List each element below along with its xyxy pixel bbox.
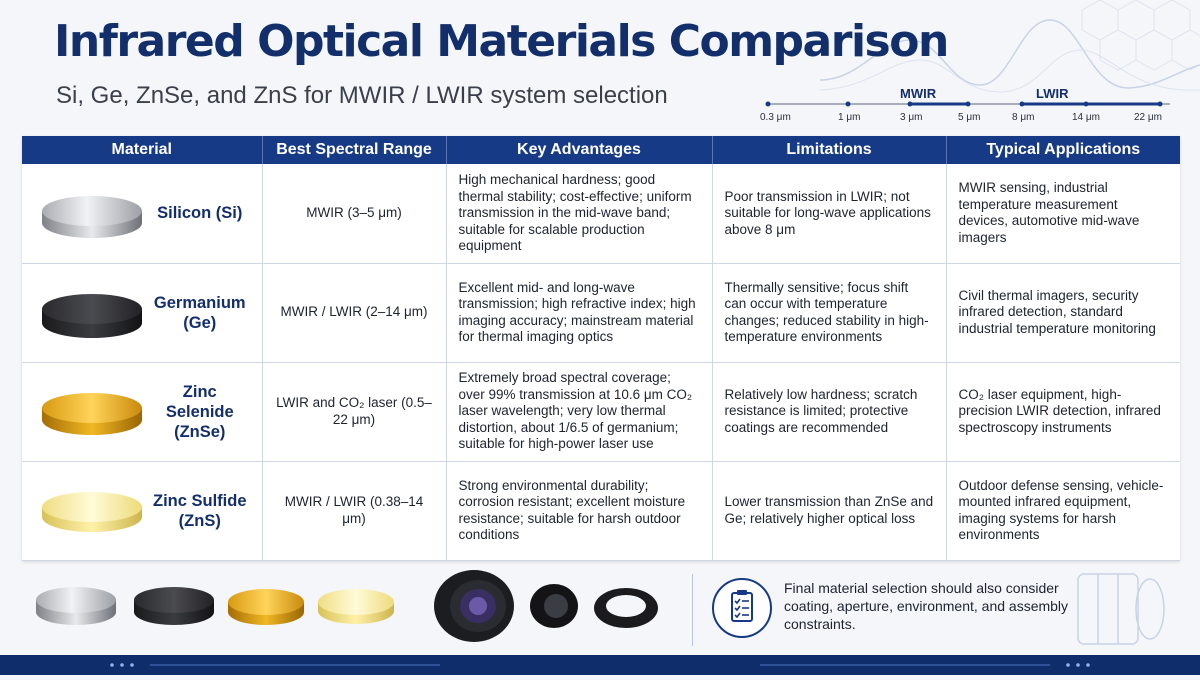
limitations: Thermally sensitive; focus shift can occ… [712, 263, 947, 363]
header-spectral-range: Best Spectral Range [262, 136, 447, 164]
comparison-table: Material Best Spectral Range Key Advanta… [22, 136, 1180, 561]
germanium-disk-image [42, 293, 142, 338]
zinc-selenide-disk-image [42, 392, 142, 435]
spectral-range: MWIR / LWIR (0.38–14 μm) [262, 461, 447, 561]
page-subtitle: Si, Ge, ZnSe, and ZnS for MWIR / LWIR sy… [56, 82, 668, 109]
key-advantages: High mechanical hardness; good thermal s… [446, 164, 713, 264]
typical-applications: Civil thermal imagers, security infrared… [946, 263, 1180, 363]
table-row: Zinc Selenide (ZnSe) LWIR and CO₂ laser … [22, 362, 1180, 462]
tick-label: 1 μm [838, 112, 861, 123]
limitations: Lower transmission than ZnSe and Ge; rel… [712, 461, 947, 561]
typical-applications: MWIR sensing, industrial temperature mea… [946, 164, 1180, 264]
clipboard-checklist-icon [712, 578, 772, 638]
typical-applications: CO₂ laser equipment, high-precision LWIR… [946, 362, 1180, 462]
footer-bar [0, 655, 1200, 675]
spectrum-scale [765, 101, 1170, 107]
tick-label: 22 μm [1134, 112, 1162, 123]
zinc-sulfide-disk-image [42, 491, 142, 532]
typical-applications: Outdoor defense sensing, vehicle-mounted… [946, 461, 1180, 561]
material-name: Zinc Selenide (ZnSe) [165, 382, 234, 441]
band-label-mwir: MWIR [900, 86, 937, 101]
tick-label: 5 μm [958, 112, 981, 123]
table-row: Silicon (Si) MWIR (3–5 μm) High mechanic… [22, 164, 1180, 264]
material-name: Germanium (Ge) [153, 293, 246, 332]
selection-note: Final material selection should also con… [784, 580, 1069, 632]
key-advantages: Strong environmental durability; corrosi… [446, 461, 713, 561]
header-key-advantages: Key Advantages [446, 136, 713, 164]
tick-label: 8 μm [1012, 112, 1035, 123]
wave-background-graphic [819, 0, 1200, 93]
table-row: Germanium (Ge) MWIR / LWIR (2–14 μm) Exc… [22, 263, 1180, 363]
page-title: Infrared Optical Materials Comparison [54, 16, 949, 67]
silicon-disk-image [42, 196, 142, 239]
material-name: Zinc Sulfide (ZnS) [152, 491, 247, 530]
spectral-range: MWIR (3–5 μm) [262, 164, 447, 264]
key-advantages: Extremely broad spectral coverage; over … [446, 362, 713, 462]
header-material: Material [22, 136, 263, 164]
key-advantages: Excellent mid- and long-wave transmissio… [446, 263, 713, 363]
spectral-range: MWIR / LWIR (2–14 μm) [262, 263, 447, 363]
product-lineup-image [36, 570, 1165, 645]
header-limitations: Limitations [712, 136, 947, 164]
limitations: Poor transmission in LWIR; not suitable … [712, 164, 947, 264]
material-name: Silicon (Si) [157, 204, 243, 223]
limitations: Relatively low hardness; scratch resista… [712, 362, 947, 462]
header-typical-applications: Typical Applications [946, 136, 1180, 164]
table-row: Zinc Sulfide (ZnS) MWIR / LWIR (0.38–14 … [22, 461, 1180, 561]
section-divider [692, 574, 693, 646]
tick-label: 3 μm [900, 112, 923, 123]
band-label-lwir: LWIR [1036, 86, 1069, 101]
tick-label: 14 μm [1072, 112, 1100, 123]
tick-label: 0.3 μm [760, 112, 791, 123]
spectral-range: LWIR and CO₂ laser (0.5–22 μm) [262, 362, 447, 462]
